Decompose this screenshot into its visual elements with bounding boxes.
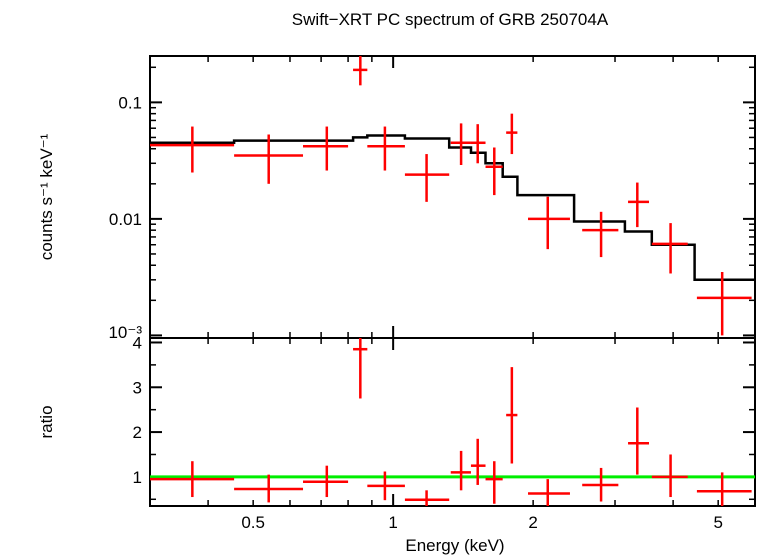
spectrum-data-point: [234, 134, 304, 184]
x-tick-label: 0.5: [241, 513, 265, 532]
y-tick-label: 4: [133, 333, 142, 352]
x-axis-label: Energy (keV): [405, 536, 504, 555]
ratio-data-point: [450, 450, 471, 491]
spectrum-model: [150, 134, 755, 282]
ratio-data-point: [367, 471, 405, 501]
x-tick-label: 1: [388, 513, 397, 532]
x-tick-labels: 0.5 1 2 5: [241, 513, 723, 532]
ratio-data-point: [651, 454, 688, 498]
spectrum-data-point: [651, 223, 688, 274]
chart-title: Swift−XRT PC spectrum of GRB 250704A: [292, 10, 609, 29]
ratio-data-point: [506, 367, 518, 464]
y-tick-label: 3: [133, 378, 142, 397]
ratio-data-point: [404, 490, 450, 506]
ratio-data-point: [470, 438, 486, 485]
spectrum-data-point: [582, 211, 619, 258]
ratio-data-point: [150, 461, 235, 498]
ratio-data-point: [234, 474, 304, 503]
spectrum-data-point: [628, 182, 650, 228]
y-tick-label: 2: [133, 423, 142, 442]
ratio-data-points: [150, 338, 752, 506]
y-tick-label: 0.1: [118, 93, 142, 112]
ratio-data-point: [582, 467, 619, 502]
spectrum-y-axis-label: counts s⁻¹ keV⁻¹: [37, 133, 56, 260]
ratio-data-point: [485, 461, 503, 504]
x-tick-label: 2: [528, 513, 537, 532]
spectrum-data-point: [303, 126, 349, 171]
ratio-data-point: [628, 407, 650, 475]
x-tick-label: 5: [713, 513, 722, 532]
y-tick-label: 10⁻³: [108, 323, 142, 342]
spectrum-data-point: [367, 126, 405, 171]
spectrum-data-point: [450, 123, 471, 166]
spectrum-data-point: [470, 124, 486, 164]
ratio-panel: 1 2 3 4 ratio: [37, 333, 756, 507]
spectrum-panel-frame: [149, 55, 756, 339]
ratio-data-point: [303, 465, 349, 498]
spectrum-x-ticks: [149, 56, 756, 338]
y-tick-label: 1: [133, 468, 142, 487]
spectrum-data-point: [506, 113, 518, 155]
ratio-x-ticks: [149, 338, 756, 506]
ratio-data-point: [353, 338, 368, 399]
model-step-line: [150, 134, 755, 282]
spectrum-data-point: [150, 126, 235, 173]
spectrum-data-points: [150, 56, 752, 336]
ratio-y-axis-label: ratio: [37, 405, 56, 438]
spectrum-panel: 0.1 0.01 10⁻³ counts s⁻¹ keV⁻¹: [37, 55, 756, 342]
spectrum-data-point: [404, 154, 450, 202]
ratio-panel-frame: [149, 337, 756, 507]
spectrum-data-point: [353, 56, 368, 86]
spectrum-data-point: [696, 272, 752, 336]
ratio-data-point: [696, 472, 752, 506]
y-tick-label: 0.01: [109, 210, 142, 229]
ratio-y-ticks: 1 2 3 4: [133, 333, 755, 501]
ratio-data-point: [528, 479, 570, 506]
spectrum-y-ticks: 0.1 0.01 10⁻³: [108, 66, 755, 342]
spectrum-data-point: [485, 147, 503, 196]
spectrum-data-point: [528, 196, 570, 250]
